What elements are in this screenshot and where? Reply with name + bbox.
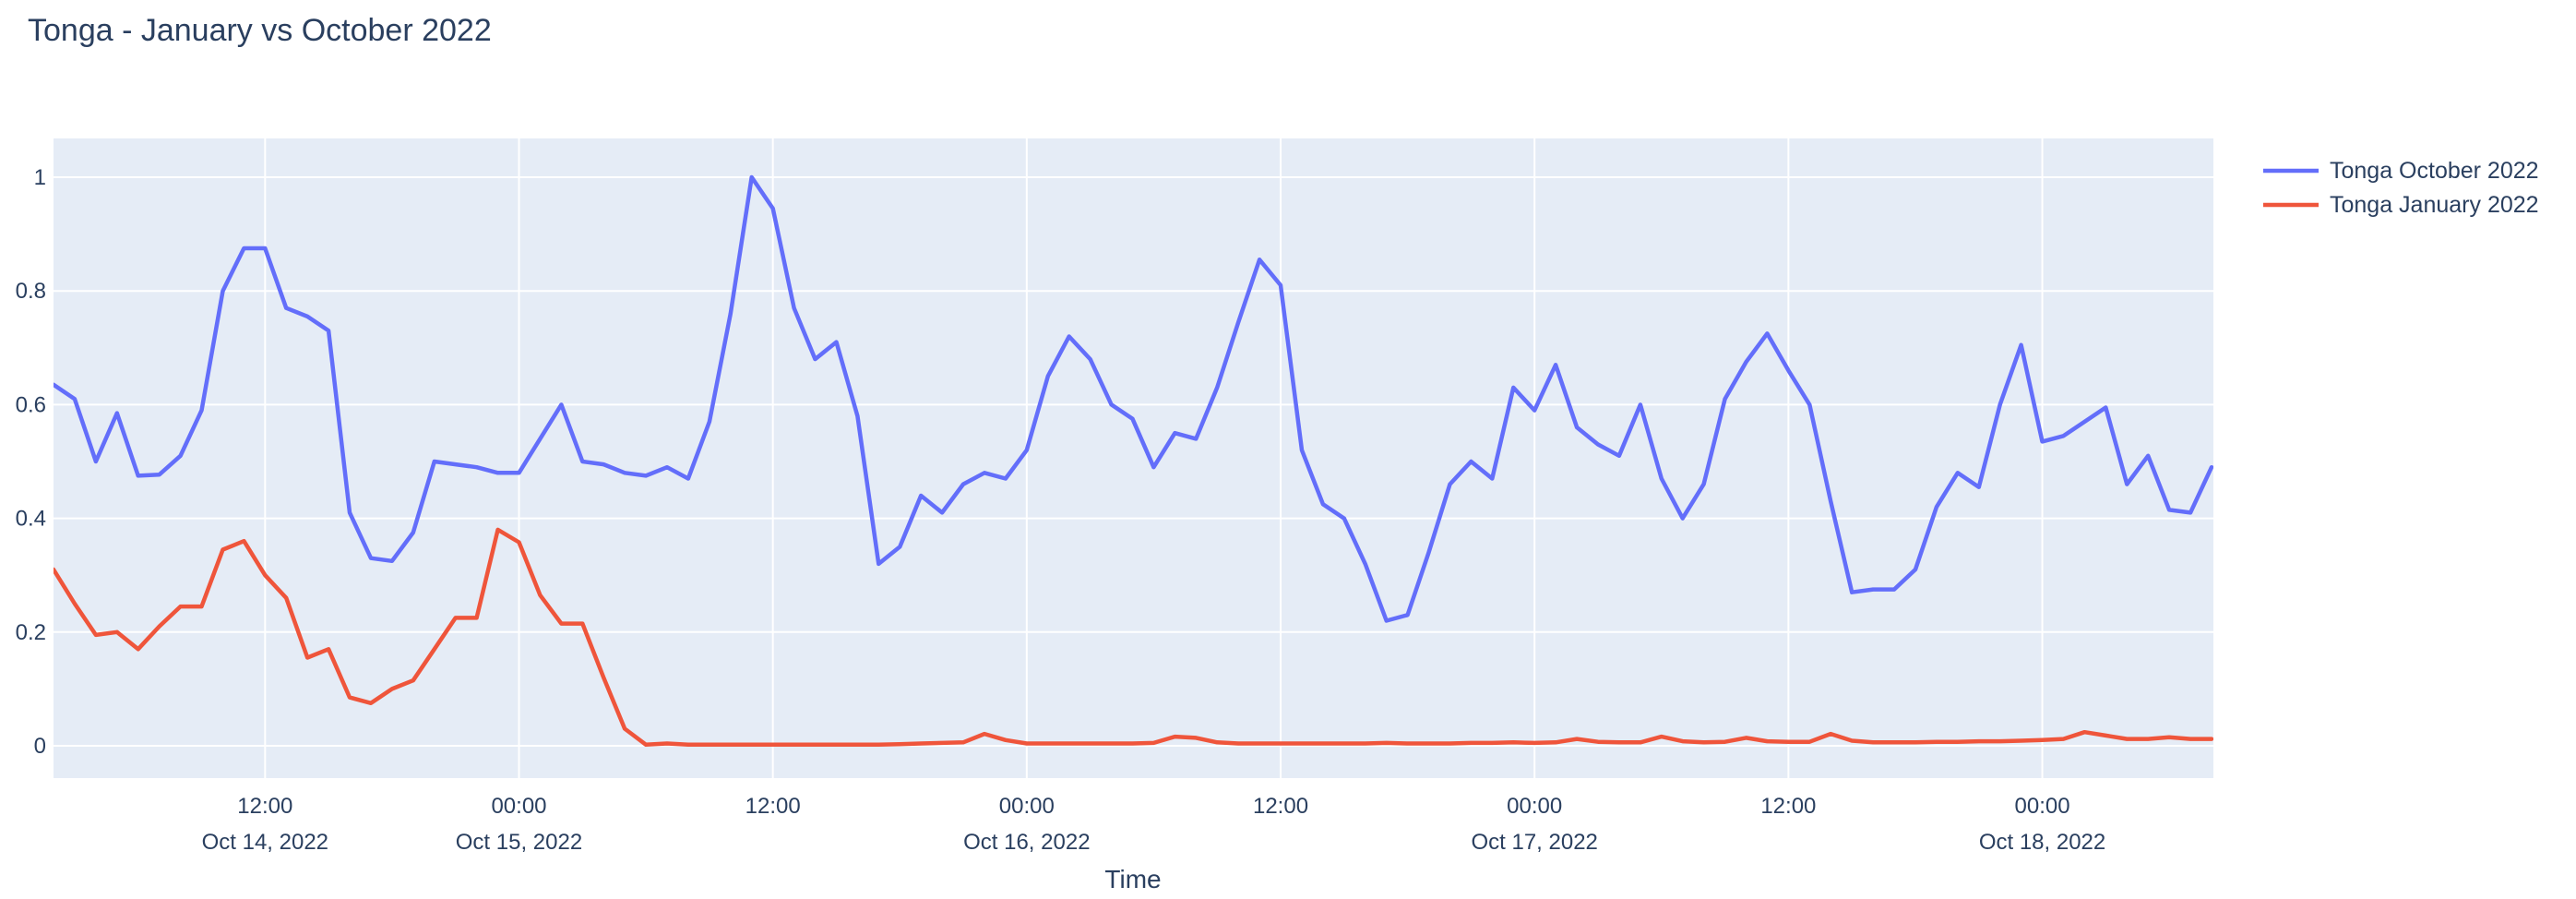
x-tick-time-label: 12:00 (1760, 794, 1816, 819)
legend-label-january: Tonga January 2022 (2330, 192, 2539, 218)
x-tick-time-label: 12:00 (745, 794, 801, 819)
gridlines (54, 138, 2213, 778)
x-tick-time-label: 00:00 (491, 794, 546, 819)
x-tick-time-label: 00:00 (999, 794, 1055, 819)
x-tick-date-label: Oct 17, 2022 (1471, 830, 1597, 855)
x-tick-date-label: Oct 18, 2022 (1979, 830, 2105, 855)
x-tick-date-label: Oct 15, 2022 (456, 830, 582, 855)
x-tick-time-label: 00:00 (1507, 794, 1562, 819)
x-tick-time-label: 00:00 (2015, 794, 2070, 819)
series-line-october[interactable] (54, 174, 2213, 623)
x-tick-date-label: Oct 14, 2022 (202, 830, 328, 855)
y-tick-label: 0.6 (16, 392, 46, 417)
legend-label-october: Tonga October 2022 (2330, 158, 2539, 184)
legend-item-january[interactable]: Tonga January 2022 (2263, 192, 2539, 218)
plot-area[interactable] (54, 138, 2213, 778)
y-tick-label: 0 (34, 734, 46, 759)
chart-title: Tonga - January vs October 2022 (28, 13, 492, 48)
y-tick-label: 0.8 (16, 279, 46, 304)
legend-item-october[interactable]: Tonga October 2022 (2263, 158, 2539, 184)
axis-tick-labels: 0 0.2 0.4 0.6 0.8 1 12:00 Oct 14, 2022 00:00 Oct … (16, 165, 2106, 855)
x-axis-title: Time (1104, 865, 1161, 893)
y-tick-label: 0.4 (16, 507, 46, 532)
y-tick-label: 0.2 (16, 620, 46, 645)
legend: Tonga October 2022 Tonga January 2022 (2263, 158, 2539, 218)
x-tick-time-label: 12:00 (237, 794, 292, 819)
series-lines (54, 174, 2213, 748)
x-tick-time-label: 12:00 (1253, 794, 1308, 819)
y-tick-label: 1 (34, 165, 46, 190)
x-tick-date-label: Oct 16, 2022 (963, 830, 1090, 855)
series-line-january[interactable] (54, 527, 2213, 748)
